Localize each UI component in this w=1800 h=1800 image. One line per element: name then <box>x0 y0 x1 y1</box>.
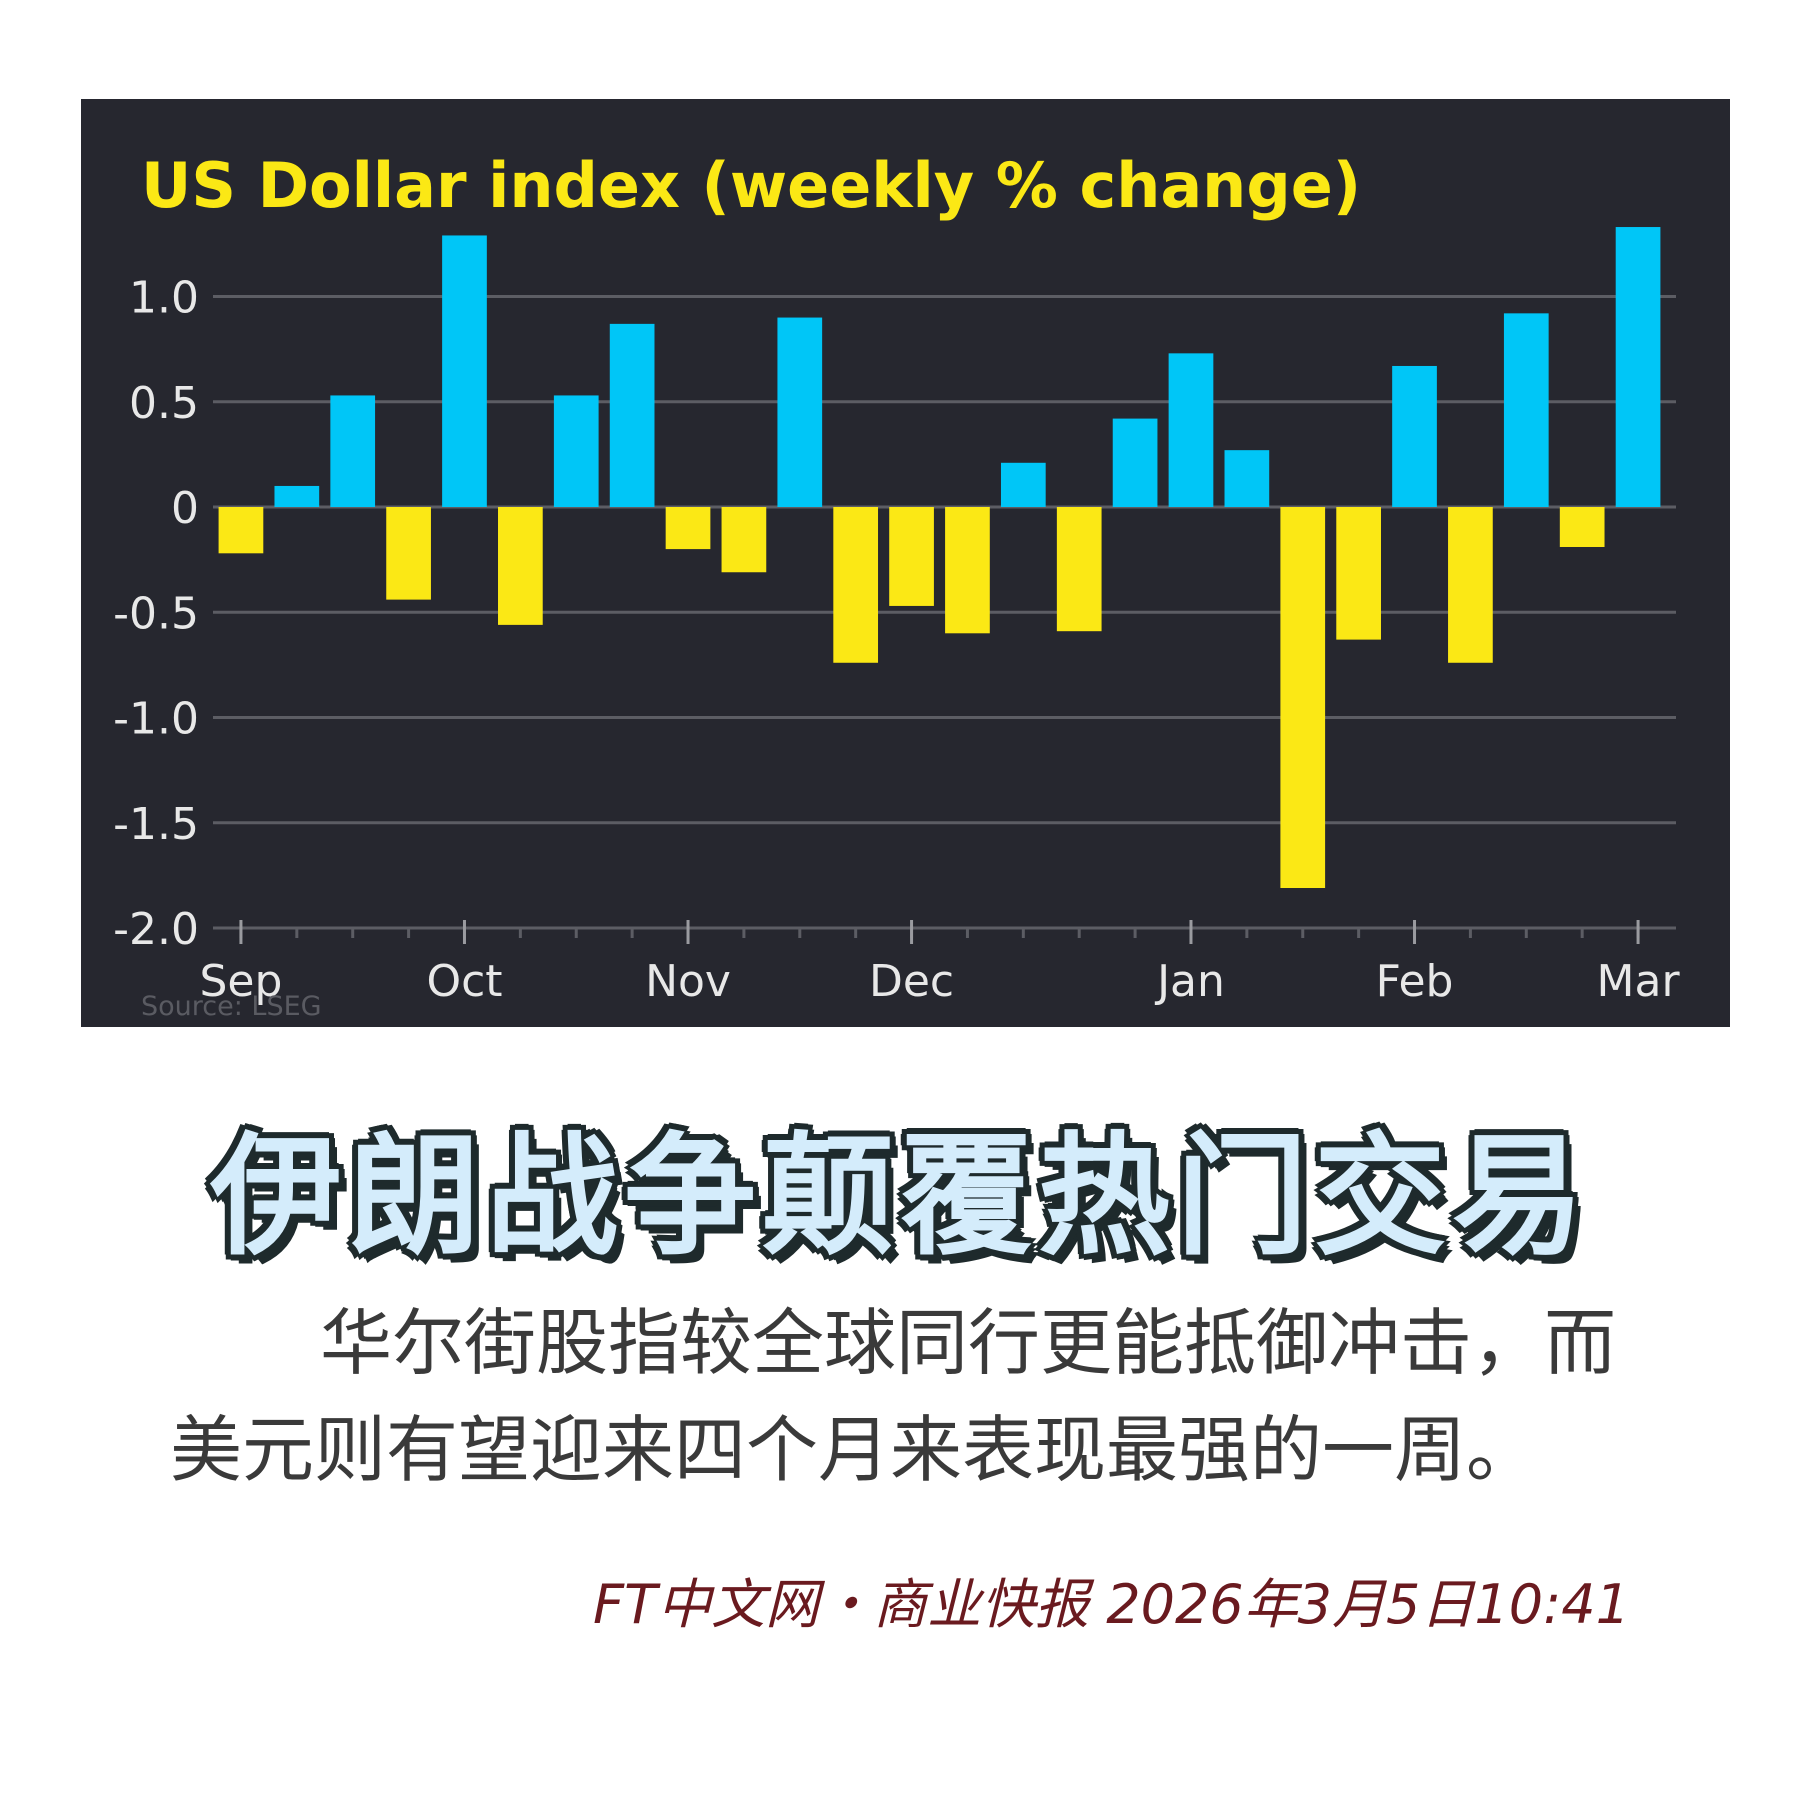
bar <box>1559 507 1605 547</box>
bar <box>218 507 264 554</box>
x-tick-label: Feb <box>1376 956 1454 1007</box>
bar <box>442 235 487 507</box>
byline: FT中文网・商业快报 2026年3月5日10:41 <box>593 1573 1630 1636</box>
bar <box>777 317 823 507</box>
x-tick-label: Sep <box>199 956 282 1007</box>
bar <box>665 507 711 550</box>
bar <box>609 323 655 507</box>
bar <box>1503 313 1549 507</box>
y-tick-label: 0 <box>171 483 199 534</box>
bar <box>1168 353 1214 507</box>
bar <box>1448 507 1493 663</box>
y-tick-label: -1.0 <box>113 694 199 745</box>
bar <box>889 507 934 606</box>
x-tick-label: Nov <box>645 956 731 1007</box>
bar <box>945 507 990 634</box>
article-summary: 华尔街股指较全球同行更能抵御冲击，而 美元则有望迎来四个月来表现最强的一周。 <box>170 1290 1650 1504</box>
bar <box>330 395 376 507</box>
y-tick-label: -0.5 <box>113 588 199 639</box>
headline: 伊朗战争颠覆热门交易 <box>210 1120 1590 1274</box>
chart-source: Source: LSEG <box>141 991 322 1022</box>
chart-panel: 1.0 0.5 0 -0.5 -1.0 -1.5 -2.0 Sep Oct Nov Dec Jan Fe… <box>81 99 1730 1027</box>
bar <box>386 507 431 600</box>
bar <box>1056 507 1102 632</box>
bar <box>498 507 543 625</box>
bar <box>553 395 599 507</box>
y-tick-label: 0.5 <box>129 378 199 429</box>
x-tick-label: Oct <box>426 956 502 1007</box>
bar <box>721 507 767 573</box>
summary-line-2: 美元则有望迎来四个月来表现最强的一周。 <box>170 1408 1539 1492</box>
bar <box>1280 507 1326 889</box>
x-tick-label: Mar <box>1597 956 1681 1007</box>
bar <box>1336 507 1381 640</box>
bar <box>1392 365 1437 507</box>
chart-title: US Dollar index (weekly % change) <box>141 149 1362 222</box>
x-tick-label: Jan <box>1154 956 1225 1007</box>
bar <box>1615 227 1661 507</box>
bar <box>1000 462 1046 507</box>
y-tick-label: 1.0 <box>129 273 199 324</box>
bar <box>833 507 879 663</box>
y-tick-label: -1.5 <box>113 799 199 850</box>
bar <box>274 485 320 507</box>
y-tick-label: -2.0 <box>113 904 199 955</box>
x-tick-label: Dec <box>869 956 954 1007</box>
summary-line-1: 华尔街股指较全球同行更能抵御冲击，而 <box>320 1301 1617 1385</box>
bar <box>1224 450 1270 507</box>
bar <box>1112 418 1158 507</box>
